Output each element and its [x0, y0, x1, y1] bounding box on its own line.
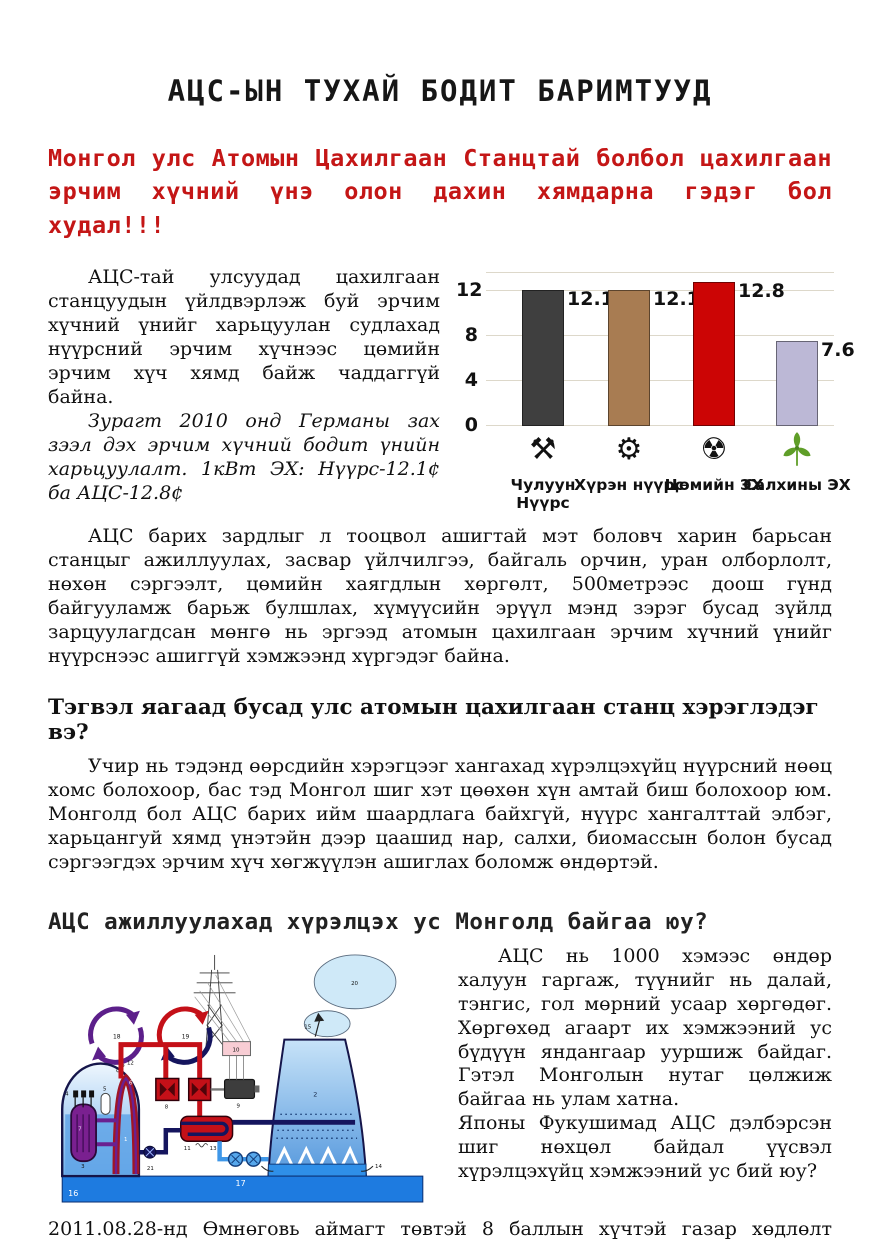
page-subtitle: Монгол улс Атомын Цахилгаан Станцтай бол… [48, 144, 832, 239]
pressurizer [100, 1092, 111, 1115]
turbine-hp [155, 1077, 180, 1101]
cost-paragraph: АЦС барих зардлыг л тооцвол ашигтай мэт … [48, 525, 832, 668]
chart-categories: Чулуун Нүүрс Хүрэн нүүрс Цөмийн ЭХ Салхины … [486, 476, 851, 512]
transformer [222, 1040, 251, 1056]
power-lines [194, 974, 251, 1042]
transmission-tower [193, 954, 236, 1052]
page-title: АЦС-ЫН ТУХАЙ БОДИТ БАРИМТУУД [167, 74, 713, 108]
water-heading: АЦС ажиллуулахад хүрэлцэх ус Монголд бай… [48, 908, 709, 935]
radiation-icon: ☢ [700, 432, 728, 468]
svg-text:4: 4 [65, 1091, 69, 1097]
svg-text:10: 10 [233, 1047, 240, 1053]
vapor-cloud-large [313, 954, 397, 1009]
svg-text:9: 9 [237, 1103, 241, 1109]
bar-value-label: 12.1 [567, 287, 614, 310]
control-rods [73, 1090, 95, 1098]
category-label: Цөмийн ЭХ [664, 476, 764, 495]
svg-text:8: 8 [165, 1104, 169, 1110]
category-label: Хүрэн нүүрс [574, 476, 684, 495]
svg-text:1: 1 [124, 1137, 127, 1143]
category-label: Салхины ЭХ [743, 476, 851, 495]
gridline [486, 425, 834, 427]
category-label: Чулуун Нүүрс [510, 476, 576, 513]
intro-column: АЦС-тай улсуудад цахилгаан станцуудын үй… [48, 266, 440, 505]
svg-text:20: 20 [351, 981, 358, 987]
gridline [486, 335, 834, 337]
svg-text:6: 6 [129, 1080, 133, 1086]
y-tick-label: 8 [464, 324, 478, 347]
water-text-column: АЦС нь 1000 хэмээс өндөр халуун гаргаж, … [444, 945, 832, 1210]
water-row: 1 2 3 4 5 6 7 8 9 10 11 12 13 14 15 16 1 [48, 945, 832, 1210]
generator [223, 1078, 256, 1099]
y-tick-label: 4 [464, 369, 478, 392]
intro-row: АЦС-тай улсуудад цахилгаан станцуудын үй… [48, 266, 855, 512]
svg-text:21: 21 [147, 1166, 154, 1172]
water-paragraph-2: Японы Фукушимад АЦС дэлбэрсэн шиг нөхцөл… [458, 1112, 832, 1183]
svg-text:13: 13 [210, 1146, 217, 1152]
svg-text:2: 2 [313, 1090, 317, 1098]
reason-paragraph: Учир нь тэдэнд өөрсдийн хэрэгцээг хангах… [48, 755, 832, 873]
nuclear-plant-diagram: 1 2 3 4 5 6 7 8 9 10 11 12 13 14 15 16 1 [48, 945, 444, 1210]
intro-paragraph: АЦС-тай улсуудад цахилгаан станцуудын үй… [48, 266, 440, 408]
svg-text:15: 15 [304, 1024, 311, 1030]
svg-text:11: 11 [184, 1146, 191, 1152]
earthquake-line: 2011.08.28-нд Өмнөговь аймагт төвтэй 8 б… [48, 1217, 832, 1240]
bar-1 [608, 289, 650, 427]
steam-pipe [118, 1041, 203, 1117]
cold-water-pipe [217, 1141, 269, 1162]
tower-basin [267, 1163, 367, 1177]
spray-dots [276, 1113, 358, 1139]
bar-value-label: 12.8 [738, 280, 785, 303]
primary-loop-arrows [88, 1006, 144, 1065]
svg-text:7: 7 [78, 1126, 82, 1132]
chart-icons-row: ⚒ ⚙ ☢ [486, 430, 834, 474]
water-paragraph-1: АЦС нь 1000 хэмээс өндөр халуун гаргаж, … [458, 944, 832, 1111]
bar-value-label: 7.6 [821, 338, 855, 361]
chart-plot: 12.1 12.1 12.8 7.6 [486, 272, 855, 427]
bar-3 [776, 340, 818, 427]
svg-text:5: 5 [103, 1086, 106, 1092]
svg-text:12: 12 [127, 1060, 134, 1066]
river-ground [61, 1175, 424, 1203]
bar-value-label: 12.1 [653, 287, 700, 310]
svg-text:19: 19 [182, 1033, 190, 1040]
bar-0 [522, 289, 564, 427]
chart-inner: 0 4 8 12 12.1 12.1 12.8 7.6 [456, 272, 855, 436]
gridline [486, 380, 834, 382]
svg-text:3: 3 [81, 1164, 85, 1170]
circulation-pumps [227, 1151, 262, 1167]
svg-text:17: 17 [236, 1179, 246, 1188]
condenser [179, 1115, 234, 1142]
question-heading: Тэгвэл яагаад бусад улс атомын цахилгаан… [48, 695, 819, 746]
price-comparison-chart: 0 4 8 12 12.1 12.1 12.8 7.6 ⚒ ⚙ ☢ [440, 266, 855, 512]
mining-hammers-icon: ⚒ [529, 432, 557, 468]
gridline [486, 290, 834, 292]
chart-note: Зурагт 2010 онд Германы зах зээл дэх эрч… [48, 409, 440, 504]
pwr-diagram-svg: 1 2 3 4 5 6 7 8 9 10 11 12 13 14 15 16 1 [61, 954, 424, 1203]
y-tick-label: 0 [464, 414, 478, 437]
chart-yaxis: 0 4 8 12 [456, 272, 483, 436]
bar-2 [693, 282, 735, 427]
svg-text:18: 18 [113, 1033, 121, 1040]
gear-icon: ⚙ [615, 432, 643, 468]
vapor-cloud-small [303, 1010, 351, 1037]
svg-text:16: 16 [68, 1189, 78, 1198]
svg-text:14: 14 [375, 1164, 382, 1170]
y-tick-label: 12 [456, 279, 483, 302]
wind-turbine-icon [775, 430, 819, 470]
